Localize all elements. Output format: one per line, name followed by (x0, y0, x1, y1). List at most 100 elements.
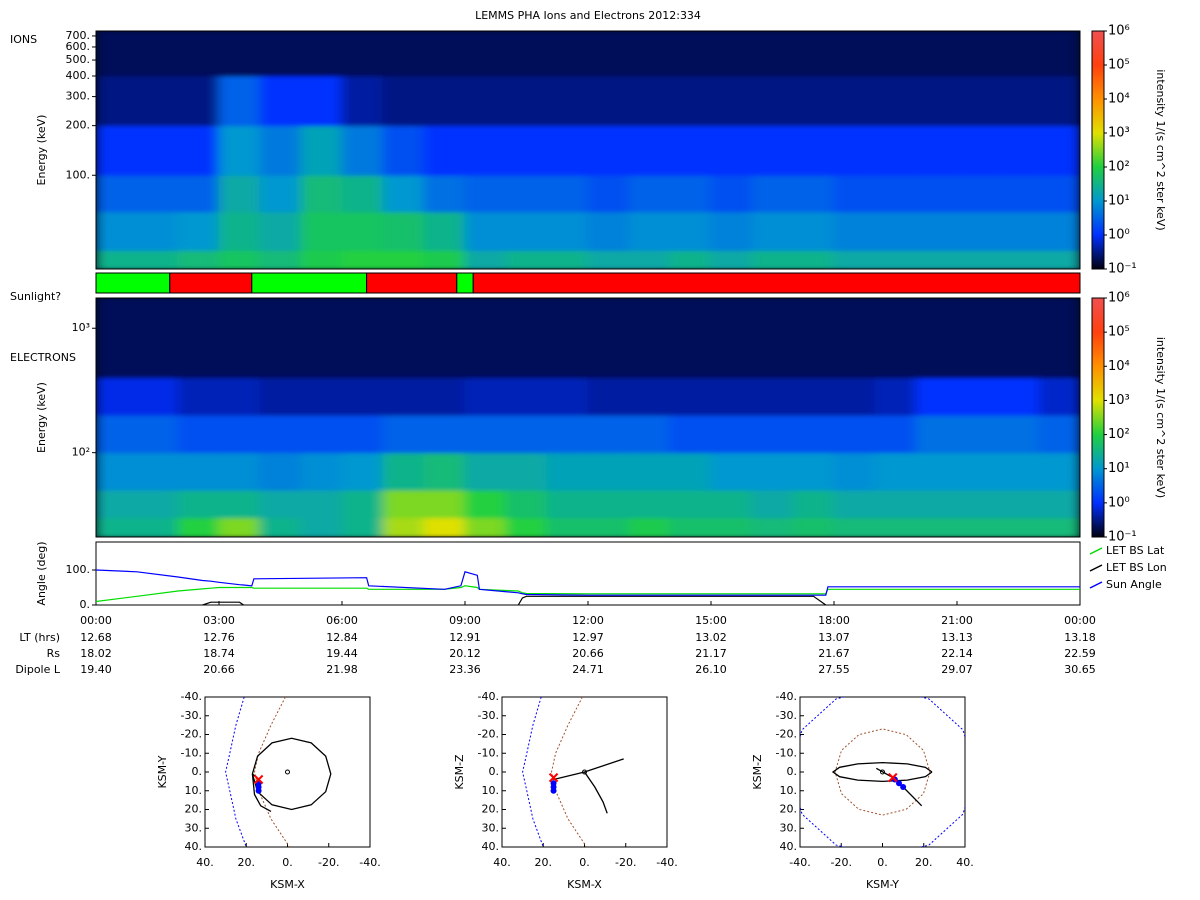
series-line (202, 595, 827, 606)
x-tick-label: 09:00 (449, 614, 481, 627)
timeline-segment (169, 272, 253, 294)
heatmap-cell (669, 517, 712, 537)
y-tick-label: 0. (80, 598, 91, 611)
heatmap-cell (874, 31, 917, 77)
colorbar-tick-label: 10¹ (1108, 194, 1130, 209)
heatmap-cell (505, 452, 548, 491)
heatmap-cell (833, 249, 876, 269)
ephemeris-value: 22.14 (941, 647, 973, 660)
heatmap-cell (710, 517, 753, 537)
heatmap-cell (669, 489, 712, 519)
heatmap-cell (792, 414, 835, 454)
heatmap-cell (997, 211, 1040, 251)
heatmap-cell (628, 414, 671, 454)
heatmap-cell (96, 377, 138, 416)
heatmap-cell (997, 75, 1040, 127)
heatmap-cell (136, 489, 179, 519)
ephemeris-value: 20.66 (203, 663, 235, 676)
heatmap-cell (136, 249, 179, 269)
ephemeris-value: 23.36 (449, 663, 481, 676)
y-tick-label: 300. (66, 90, 91, 103)
heatmap-cell (464, 377, 507, 416)
ephemeris-value: 27.55 (818, 663, 850, 676)
x-axis-label: KSM-X (567, 878, 602, 891)
y-tick-label: -30. (776, 709, 797, 722)
heatmap-cell (915, 489, 958, 519)
heatmap-cell (710, 452, 753, 491)
colorbar-tick-label: 10⁴ (1108, 359, 1130, 374)
heatmap-cell (833, 414, 876, 454)
heatmap-cell (96, 31, 138, 77)
heatmap-cell (341, 489, 384, 519)
colorbar-tick-label: 10⁻¹ (1108, 262, 1137, 277)
ephemeris-value: 29.07 (941, 663, 973, 676)
x-tick-label: 00:00 (80, 614, 112, 627)
y-tick-label: -10. (478, 746, 499, 759)
heatmap-cell (341, 174, 384, 213)
heatmap-cell (96, 298, 138, 379)
timeline-segment (456, 272, 474, 294)
heatmap-cell (382, 249, 425, 269)
heatmap-cell (300, 377, 343, 416)
heatmap-cell (505, 377, 548, 416)
spacecraft-track (900, 784, 907, 790)
heatmap-cell (546, 414, 589, 454)
heatmap-cell (341, 517, 384, 537)
heatmap-cell (423, 377, 466, 416)
y-tick-label: 0. (489, 765, 500, 778)
heatmap-cell (710, 249, 753, 269)
heatmap-cell (300, 174, 343, 213)
heatmap-cell (792, 125, 835, 176)
frame (95, 30, 1081, 270)
heatmap-clip (96, 298, 1080, 537)
heatmap-cell (874, 211, 917, 251)
heatmap-cell (423, 489, 466, 519)
heatmap-cell (751, 414, 794, 454)
heatmap-cell (177, 125, 220, 176)
x-tick-label: -20. (318, 856, 339, 869)
heatmap-cell (300, 517, 343, 537)
heatmap-cell (669, 174, 712, 213)
heatmap-cell (259, 31, 302, 77)
ephemeris-label: Rs (47, 647, 61, 660)
y-tick-label: 40. (185, 840, 203, 853)
y-axis-label: KSM-Z (751, 754, 764, 790)
x-tick-label: 18:00 (818, 614, 850, 627)
heatmap-cell (546, 517, 589, 537)
heatmap-cell (546, 125, 589, 176)
heatmap-cell (464, 414, 507, 454)
heatmap-cell (136, 517, 179, 537)
y-tick-label: 600. (66, 40, 91, 53)
heatmap-cell (382, 211, 425, 251)
ephemeris-value: 12.76 (203, 631, 235, 644)
ephemeris-value: 13.02 (695, 631, 727, 644)
spacecraft-position (253, 774, 264, 785)
chart-title: LEMMS PHA Ions and Electrons 2012:334 (475, 9, 701, 22)
heatmap-cell (382, 377, 425, 416)
heatmap-cell (792, 452, 835, 491)
heatmap-cell (751, 174, 794, 213)
heatmap-cell (751, 517, 794, 537)
heatmap-cell (669, 125, 712, 176)
heatmap-cell (464, 517, 507, 537)
heatmap-cell (628, 298, 671, 379)
heatmap-cell (96, 211, 138, 251)
ephemeris-value: 18.74 (203, 647, 235, 660)
heatmap-cell (956, 75, 999, 127)
colorbar-label: intensity 1/(s cm^2 ster keV) (1154, 69, 1167, 230)
heatmap-cell (956, 125, 999, 176)
series-line (96, 569, 1080, 596)
heatmap-cell (464, 211, 507, 251)
heatmap-cell (546, 377, 589, 416)
heatmap-cell (956, 249, 999, 269)
heatmap-cell (382, 414, 425, 454)
heatmap-cell (382, 125, 425, 176)
heatmap-cell (96, 249, 138, 269)
colorbar-tick-label: 10³ (1108, 126, 1130, 141)
ephemeris-label: Dipole L (15, 663, 61, 676)
heatmap-cell (997, 414, 1040, 454)
colorbar-tick-label: 10⁶ (1108, 291, 1130, 306)
heatmap-cell (628, 377, 671, 416)
heatmap-cell (628, 211, 671, 251)
heatmap-cell (628, 31, 671, 77)
